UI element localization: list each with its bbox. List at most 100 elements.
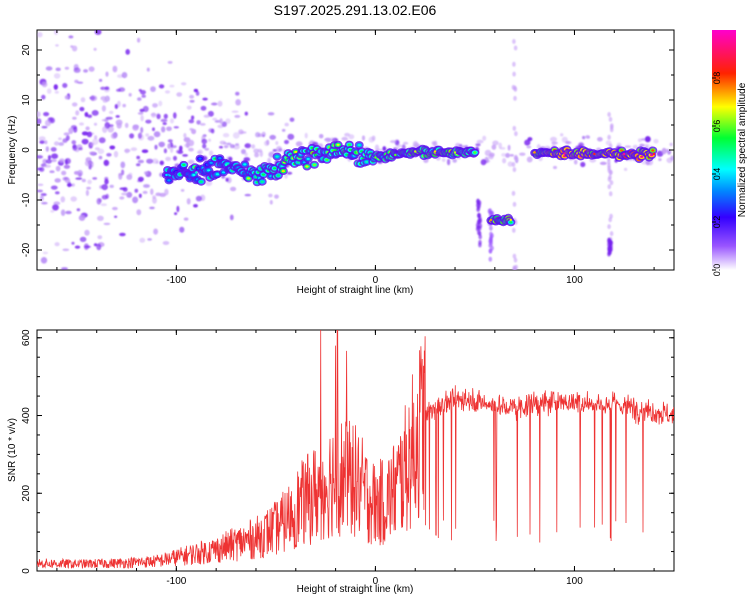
noise-blob bbox=[116, 88, 121, 92]
ridge-core bbox=[640, 155, 644, 158]
noise-blob bbox=[104, 176, 109, 181]
noise-blob bbox=[87, 114, 92, 118]
noise-blob bbox=[195, 91, 200, 96]
noise-blob bbox=[653, 138, 659, 144]
noise-blob bbox=[110, 133, 118, 139]
noise-blob bbox=[183, 217, 189, 221]
noise-blob bbox=[153, 228, 159, 235]
streak-blob bbox=[511, 190, 516, 196]
noise-blob bbox=[191, 128, 197, 135]
noise-blob bbox=[253, 148, 260, 154]
noise-blob bbox=[484, 149, 492, 157]
noise-blob bbox=[480, 159, 487, 166]
noise-blob bbox=[348, 134, 355, 140]
ridge-point bbox=[623, 152, 626, 156]
noise-blob bbox=[59, 158, 65, 163]
noise-blob bbox=[235, 99, 241, 106]
noise-blob bbox=[73, 67, 81, 73]
streak-blob bbox=[512, 125, 517, 131]
noise-blob bbox=[231, 110, 239, 113]
noise-blob bbox=[526, 145, 532, 149]
snr-xlabel: Height of straight line (km) bbox=[297, 584, 414, 595]
noise-blob bbox=[75, 177, 83, 180]
x-tick-label: -100 bbox=[166, 275, 186, 286]
noise-blob bbox=[202, 97, 208, 101]
noise-blob bbox=[73, 126, 78, 133]
noise-blob bbox=[189, 99, 195, 103]
noise-blob bbox=[119, 232, 126, 237]
ridge-core bbox=[336, 143, 340, 146]
noise-blob bbox=[103, 159, 110, 167]
noise-blob bbox=[573, 159, 578, 165]
noise-blob bbox=[137, 134, 145, 141]
streak-blob bbox=[512, 167, 517, 173]
noise-blob bbox=[85, 189, 89, 196]
noise-blob bbox=[212, 117, 218, 121]
noise-blob bbox=[234, 114, 241, 118]
colorbar-tick-label: 0.4 bbox=[712, 168, 722, 181]
noise-blob bbox=[112, 206, 118, 211]
noise-blob bbox=[101, 119, 109, 122]
noise-blob bbox=[105, 71, 109, 77]
noise-blob bbox=[173, 126, 179, 129]
ridge-point bbox=[453, 151, 457, 154]
streak-blob bbox=[608, 116, 613, 122]
streak-blob bbox=[512, 39, 516, 44]
noise-blob bbox=[502, 158, 507, 164]
noise-blob bbox=[441, 158, 446, 163]
noise-blob bbox=[259, 150, 263, 157]
noise-blob bbox=[85, 126, 90, 131]
noise-blob bbox=[155, 160, 159, 164]
noise-blob bbox=[46, 88, 52, 94]
noise-blob bbox=[137, 97, 142, 101]
noise-blob bbox=[151, 112, 157, 118]
noise-blob bbox=[642, 143, 650, 147]
noise-blob bbox=[83, 243, 89, 251]
noise-blob bbox=[83, 69, 89, 73]
noise-blob bbox=[43, 112, 50, 117]
noise-blob bbox=[189, 94, 195, 99]
noise-blob bbox=[390, 140, 397, 144]
noise-blob bbox=[229, 144, 235, 149]
noise-blob bbox=[164, 90, 171, 94]
noise-blob bbox=[199, 123, 206, 126]
colorbar-tick-label: 0.2 bbox=[712, 216, 722, 229]
noise-blob bbox=[229, 214, 234, 221]
noise-blob bbox=[75, 110, 80, 116]
streak-blob bbox=[513, 257, 518, 263]
ridge-point bbox=[195, 171, 198, 174]
ridge-core bbox=[222, 171, 226, 174]
noise-blob bbox=[68, 35, 74, 39]
streak-blob bbox=[476, 198, 480, 204]
noise-blob bbox=[93, 47, 97, 51]
noise-blob bbox=[150, 86, 156, 92]
noise-blob bbox=[154, 144, 158, 150]
noise-blob bbox=[115, 115, 120, 118]
noise-blob bbox=[235, 91, 240, 96]
noise-blob bbox=[226, 142, 232, 146]
noise-blob bbox=[97, 215, 104, 221]
noise-blob bbox=[219, 145, 223, 149]
noise-blob bbox=[44, 164, 51, 168]
noise-blob bbox=[163, 113, 168, 119]
signal-ridge bbox=[161, 140, 658, 227]
streak-blob bbox=[488, 256, 493, 262]
noise-blob bbox=[169, 84, 175, 88]
noise-blob bbox=[55, 165, 61, 172]
noise-blob bbox=[139, 237, 146, 243]
ridge-core bbox=[182, 163, 186, 166]
ridge-core bbox=[275, 155, 279, 158]
noise-blob bbox=[137, 159, 144, 164]
streak-blob bbox=[608, 247, 613, 253]
noise-blob bbox=[344, 132, 350, 137]
noise-blob bbox=[597, 137, 603, 142]
noise-blob bbox=[241, 149, 246, 155]
streak-blob bbox=[477, 230, 481, 236]
noise-blob bbox=[44, 119, 51, 127]
noise-blob bbox=[196, 120, 201, 125]
noise-blob bbox=[41, 201, 48, 205]
noise-blob bbox=[289, 117, 295, 122]
ridge-core bbox=[273, 167, 277, 170]
noise-blob bbox=[40, 257, 48, 264]
